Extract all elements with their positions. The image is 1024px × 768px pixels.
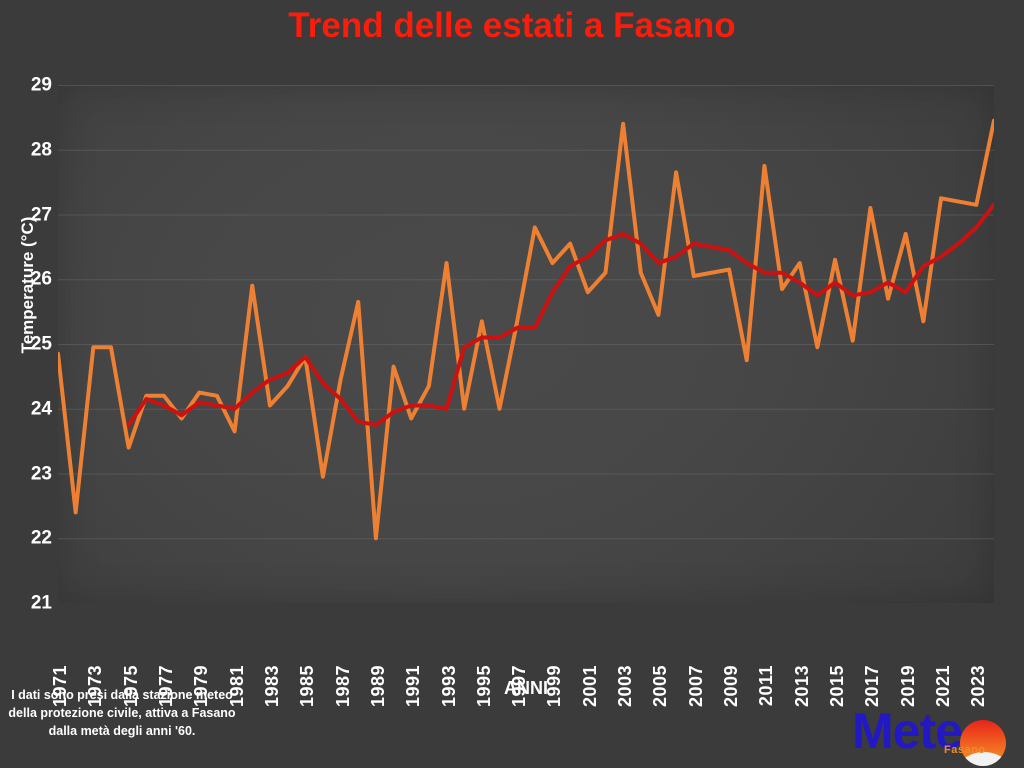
- y-axis-tick: 28: [30, 139, 52, 161]
- y-axis-tick: 26: [30, 268, 52, 290]
- y-axis-tick: 25: [30, 333, 52, 355]
- y-axis-tick: 22: [30, 527, 52, 549]
- y-axis-tick: 23: [30, 463, 52, 484]
- cloud-icon: [960, 752, 1006, 766]
- series-line-0: [58, 118, 994, 541]
- y-axis-tick-labels: 21 22 23 24 25 26 27 28 29: [0, 0, 52, 768]
- logo-wordmark: Mete: [852, 703, 963, 759]
- chart-plot-area: [58, 85, 994, 603]
- meteo-fasano-logo: Mete Fasano: [852, 703, 1020, 766]
- y-axis-title: Temperature (°C): [18, 216, 37, 354]
- page-title: Trend delle estati a Fasano: [288, 6, 736, 45]
- x-axis-title: ANNI: [504, 678, 548, 698]
- chart-gridlines: [58, 85, 994, 540]
- chart-svg: [58, 85, 994, 541]
- x-axis-tick-labels: 1971 1973 1975 1977 1979 1981 1983 1985 1987 1989…: [50, 607, 994, 707]
- y-axis-tick: 29: [30, 74, 52, 96]
- y-axis-tick: 27: [30, 204, 52, 225]
- y-axis-tick: 21: [30, 592, 52, 614]
- y-axis-tick: 24: [30, 398, 52, 420]
- chart-series-layer: [58, 118, 994, 541]
- data-source-note: I dati sono presi dalla stazione meteo d…: [8, 688, 236, 739]
- logo-subtitle: Fasano: [944, 744, 986, 756]
- series-line-1: [126, 202, 994, 427]
- sun-icon: [960, 720, 1006, 766]
